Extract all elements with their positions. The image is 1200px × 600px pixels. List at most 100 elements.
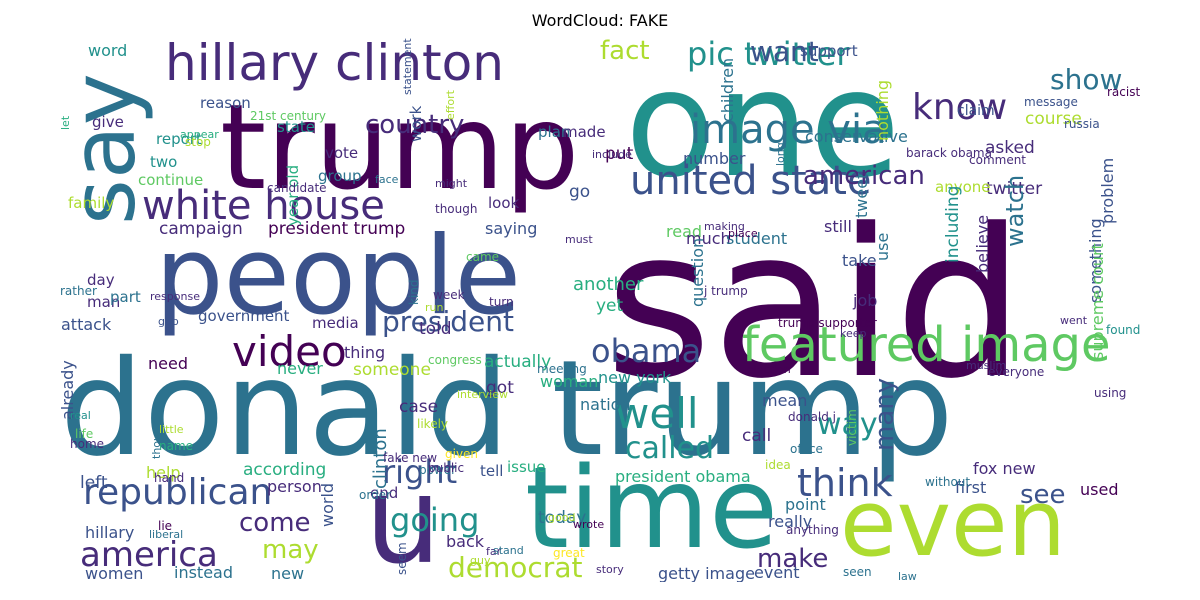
word-year-old: year old	[284, 164, 302, 226]
word-made: made	[563, 123, 606, 141]
word-hillary: hillary	[85, 523, 135, 542]
word-life: life	[75, 427, 94, 441]
word-give: give	[92, 113, 124, 131]
word-hand: hand	[154, 471, 185, 485]
word-donald-trump: donald trump	[60, 332, 954, 486]
word-trump-supporter: trump supporter	[778, 316, 877, 330]
word-getty-image: getty image	[658, 564, 755, 582]
word-week: week	[433, 288, 465, 302]
word-statement: statement	[401, 38, 414, 95]
word-use: use	[873, 232, 892, 261]
word-nothing: nothing	[873, 79, 892, 141]
word-nation: nation	[580, 395, 631, 414]
word-guy: guy	[470, 554, 491, 567]
word-woman: woman	[540, 372, 599, 391]
word-still: still	[824, 217, 852, 236]
word-using: using	[1094, 386, 1127, 400]
word-left: left	[80, 473, 108, 493]
word-might: might	[435, 177, 468, 190]
word-state: state	[277, 118, 315, 136]
word-mean: mean	[762, 391, 808, 410]
word-message: message	[1024, 95, 1078, 109]
word-interview: interview	[457, 388, 508, 401]
word-trump: trump	[220, 78, 580, 216]
word-people: people	[155, 214, 522, 339]
word-take: take	[842, 251, 877, 270]
word-great: great	[553, 546, 585, 560]
word-let: let	[60, 115, 72, 130]
word-without: without	[925, 475, 971, 489]
word-make: make	[757, 544, 829, 574]
word-women: women	[85, 564, 144, 582]
word-really: really	[768, 512, 813, 531]
word-first: first	[955, 478, 987, 497]
word-american: american	[803, 161, 925, 191]
word-job: job	[853, 291, 878, 310]
word-comment: comment	[969, 153, 1027, 167]
word-meeting: meeting	[537, 362, 587, 376]
word-end: end	[370, 484, 399, 502]
word-keep: keep	[840, 327, 867, 340]
word-claim: claim	[957, 103, 995, 119]
word-went: went	[1060, 314, 1088, 327]
word-country: country	[365, 110, 465, 140]
word-never: never	[277, 359, 323, 378]
word-want: want	[750, 38, 819, 68]
word-face: face	[375, 173, 399, 186]
word-instead: instead	[174, 563, 233, 582]
word-found: found	[1106, 323, 1140, 337]
word-run: run	[425, 301, 444, 314]
word-put: put	[605, 144, 634, 164]
word-called: called	[625, 431, 715, 466]
word-image-via: image via	[690, 107, 887, 153]
word-story: story	[596, 563, 624, 576]
word-problem: problem	[1098, 157, 1117, 224]
word-time: time	[525, 444, 779, 574]
word-point: point	[785, 495, 826, 514]
word-yet: yet	[596, 296, 624, 316]
word-united-state: united state	[630, 158, 872, 204]
word-got: got	[486, 378, 514, 398]
word-another: another	[573, 274, 644, 295]
word-office: office	[790, 442, 823, 456]
word-cloud: said trump one donald trump people say time eve…	[60, 38, 1140, 582]
word-fox-new: fox new	[973, 459, 1036, 478]
word-u: u	[365, 452, 442, 582]
word-family: family	[68, 194, 115, 212]
word-know: know	[912, 87, 1008, 128]
word-call: call	[742, 426, 772, 446]
word-word: word	[88, 41, 128, 60]
word-believe: believe	[973, 214, 992, 273]
word-someone: someone	[353, 360, 431, 380]
word-government: government	[198, 307, 290, 325]
word-tweet: tweet	[852, 172, 871, 218]
word-children: children	[718, 57, 737, 122]
word-victim: victim	[845, 409, 859, 446]
word-today: today	[538, 508, 587, 528]
word-number: number	[683, 149, 746, 168]
word-russia: russia	[1064, 117, 1100, 131]
word-may: may	[262, 535, 319, 565]
word-order: order	[359, 488, 391, 502]
word-public: public	[428, 461, 465, 475]
word-said: said	[605, 186, 1025, 424]
word-video: video	[232, 327, 347, 376]
word-course: course	[1025, 109, 1082, 129]
word-america: america	[80, 535, 218, 575]
word-good: good	[548, 511, 576, 524]
word-congress: congress	[428, 353, 482, 367]
word-think: think	[797, 461, 893, 505]
word-new: new	[271, 564, 305, 582]
word-j-trump: j trump	[704, 284, 748, 298]
word-world: world	[318, 482, 337, 527]
word-21st-century: 21st century	[250, 109, 326, 123]
word-need: need	[148, 354, 188, 373]
word-supreme-court: supreme court	[1088, 243, 1107, 360]
word-power: power	[419, 463, 457, 477]
word-president-obama: president obama	[615, 467, 751, 486]
word-part: part	[110, 288, 141, 306]
word-fake-new: fake new	[383, 451, 438, 465]
word-featured-image: featured image	[742, 317, 1111, 373]
word-actually: actually	[484, 352, 552, 372]
word-president: president	[382, 305, 514, 338]
